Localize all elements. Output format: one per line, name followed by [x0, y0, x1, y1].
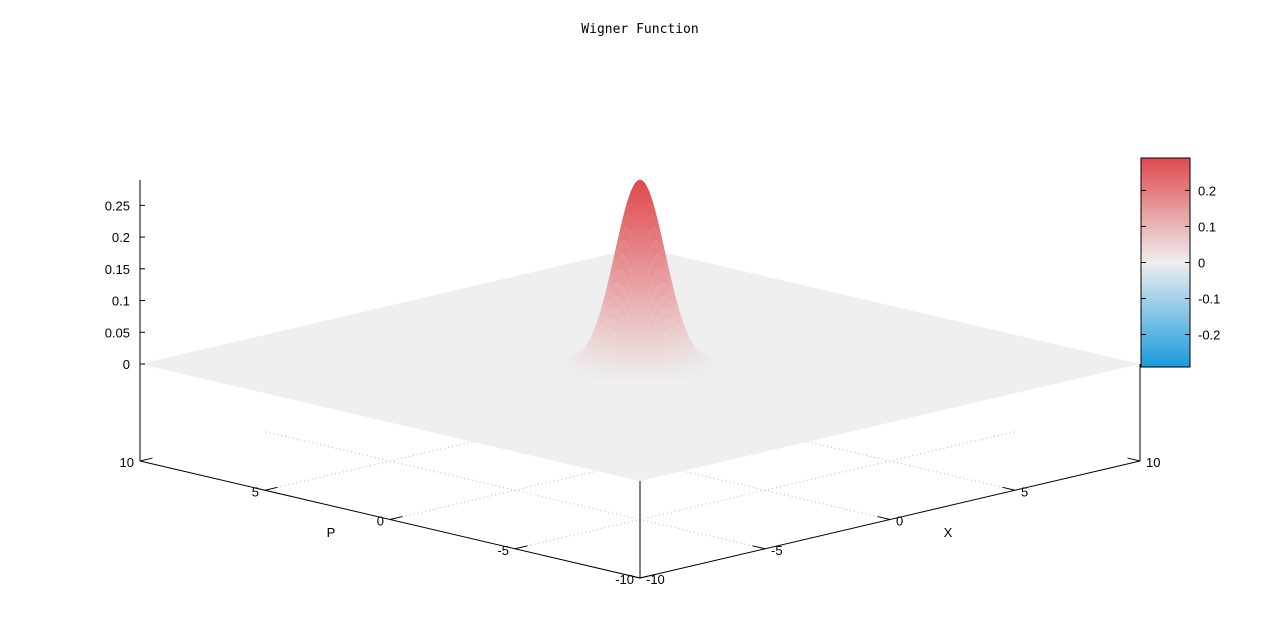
x-tick-label: -10 — [646, 572, 665, 587]
x-tick-mark — [1127, 457, 1141, 462]
x-axis-label: X — [944, 525, 953, 540]
colorbar-tick-label: -0.2 — [1198, 328, 1220, 343]
x-tick-mark — [627, 574, 641, 579]
x-tick-mark — [877, 516, 891, 520]
x-tick-label: 0 — [896, 514, 903, 529]
z-tick-label: 0 — [123, 357, 130, 372]
p-tick-label: -10 — [615, 572, 634, 587]
x-tick-label: -5 — [771, 543, 783, 558]
y-axis-label: P — [327, 525, 336, 540]
z-tick-label: 0.2 — [112, 230, 130, 245]
colorbar-tick-label: 0 — [1198, 256, 1205, 271]
p-tick-label: 0 — [377, 514, 384, 529]
z-tick-label: 0.05 — [105, 325, 130, 340]
colorbar: 0.2 0.1 0 -0.1 -0.2 — [1140, 157, 1220, 368]
surface-patch — [669, 378, 676, 382]
colorbar-tick-label: -0.1 — [1198, 292, 1220, 307]
surface-patch — [622, 379, 628, 382]
surface-patch — [641, 380, 648, 383]
x-tick-mark — [752, 545, 766, 550]
z-tick-label: 0.25 — [105, 198, 130, 213]
z-tick-label: 0.1 — [112, 294, 130, 309]
surface-patch — [656, 379, 663, 383]
colorbar-gradient — [1140, 157, 1191, 368]
p-tick-mark — [639, 574, 653, 579]
p-tick-mark — [264, 486, 278, 491]
p-tick-label: -5 — [497, 543, 509, 558]
chart-title: Wigner Function — [581, 22, 698, 37]
surface-patch — [596, 377, 603, 381]
colorbar-tick-label: 0.1 — [1198, 219, 1216, 234]
surface-patch — [632, 380, 639, 383]
tick-labels: 0 0.05 0.1 0.15 0.2 0.25 -10 -5 0 5 10 -10 -5 0 5 10 — [105, 198, 1161, 587]
surface-patch — [645, 380, 652, 383]
p-tick-label: 5 — [252, 484, 259, 499]
z-tick-label: 0.15 — [105, 262, 130, 277]
surface-patch — [652, 379, 658, 382]
p-tick-mark — [139, 457, 153, 462]
surface-patch — [617, 379, 624, 383]
surface-patch — [604, 378, 611, 382]
x-tick-label: 5 — [1021, 484, 1028, 499]
surface-patch — [662, 379, 669, 382]
surface-patch — [611, 379, 618, 382]
surface-patch — [628, 380, 635, 383]
surface-patch — [677, 377, 684, 381]
x-tick-mark — [1002, 486, 1016, 491]
colorbar-tick-label: 0.2 — [1198, 183, 1216, 198]
x-tick-label: 10 — [1146, 455, 1160, 470]
surface-patch — [637, 380, 643, 383]
colorbar-ticks: 0.2 0.1 0 -0.1 -0.2 — [1141, 183, 1220, 343]
p-tick-mark — [514, 545, 528, 550]
p-tick-label: 10 — [120, 455, 134, 470]
surface — [140, 179, 1140, 481]
p-tick-mark — [389, 516, 403, 520]
